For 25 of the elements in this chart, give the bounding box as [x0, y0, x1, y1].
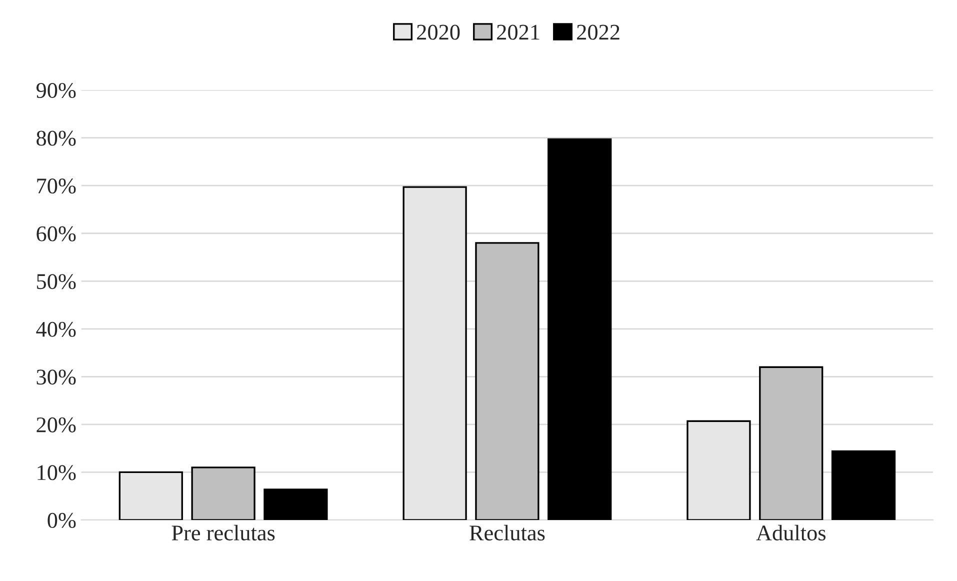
y-tick-label: 0%: [48, 512, 76, 528]
x-tick-label: Adultos: [756, 524, 826, 540]
bar: [402, 186, 467, 520]
legend-label: 2021: [497, 24, 540, 40]
y-tick-label: 50%: [37, 274, 76, 290]
x-tick-label: Reclutas: [470, 524, 545, 540]
x-tick-label: Pre reclutas: [172, 524, 275, 540]
y-tick-label: 10%: [38, 465, 76, 480]
y-tick-label: 80%: [36, 130, 76, 146]
bar: [475, 242, 540, 520]
bar: [548, 138, 612, 520]
legend-label: 2022: [577, 24, 620, 40]
y-tick-label: 20%: [36, 417, 76, 432]
bar: [118, 471, 183, 520]
bar: [686, 420, 751, 520]
bar: [759, 366, 824, 520]
bar: [191, 466, 256, 520]
y-tick-label: 40%: [36, 322, 76, 337]
bar: [264, 488, 328, 520]
bar: [831, 450, 896, 520]
legend-label: 2020: [417, 24, 460, 40]
y-tick-label: 70%: [37, 178, 76, 194]
y-tick-label: 30%: [36, 370, 76, 385]
y-tick-label: 90%: [36, 82, 76, 98]
y-tick-label: 60%: [36, 226, 76, 242]
